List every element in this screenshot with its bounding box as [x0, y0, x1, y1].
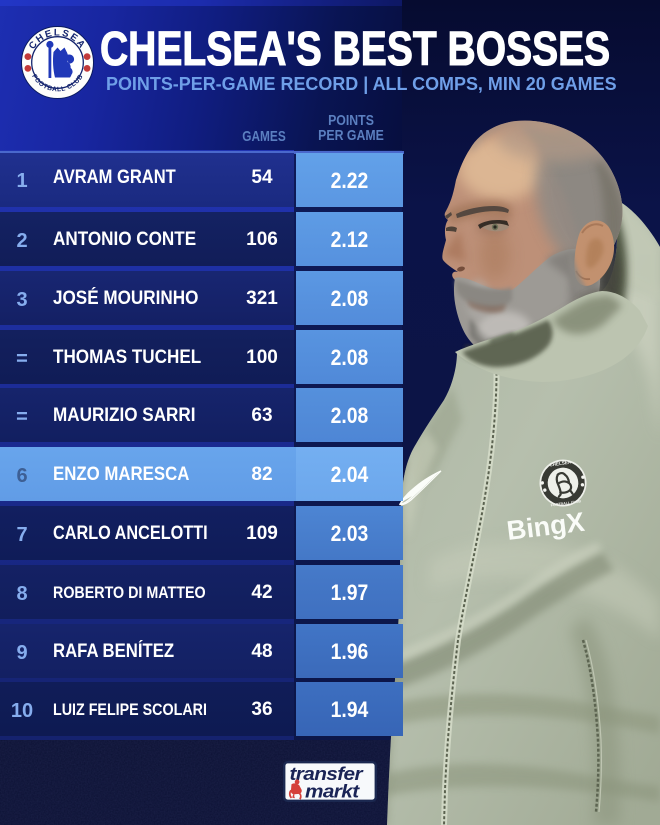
svg-text:CHELSEA: CHELSEA: [549, 459, 572, 467]
svg-text:transfer: transfer: [290, 764, 364, 785]
svg-text:markt: markt: [305, 782, 361, 802]
svg-text:FOOTBALL CLUB: FOOTBALL CLUB: [550, 499, 581, 507]
